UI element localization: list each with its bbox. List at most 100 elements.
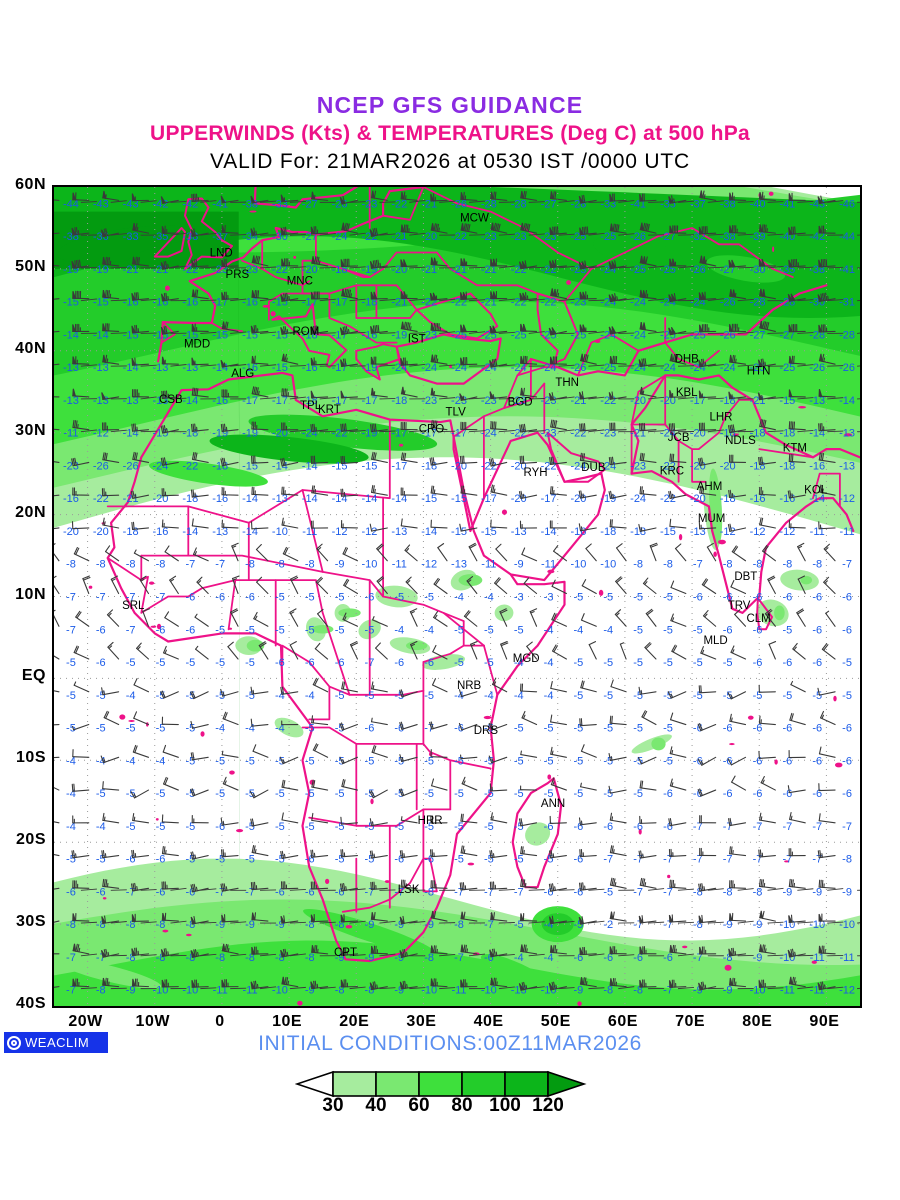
svg-text:-5: -5 (663, 592, 673, 604)
svg-text:-5: -5 (484, 657, 494, 669)
city-label-KRC: KRC (660, 465, 684, 477)
svg-text:-22: -22 (541, 297, 557, 309)
svg-text:-5: -5 (365, 854, 375, 866)
svg-text:-5: -5 (275, 624, 285, 636)
svg-text:-20: -20 (690, 493, 706, 505)
svg-text:-9: -9 (782, 886, 792, 898)
svg-text:-26: -26 (720, 297, 736, 309)
svg-text:-4: -4 (275, 690, 285, 702)
svg-text:-5: -5 (96, 723, 106, 735)
svg-text:-7: -7 (215, 886, 225, 898)
svg-text:-9: -9 (424, 919, 434, 931)
svg-text:-9: -9 (245, 919, 255, 931)
svg-text:-5: -5 (394, 690, 404, 702)
city-label-MDD: MDD (184, 339, 210, 351)
svg-text:-9: -9 (812, 886, 822, 898)
svg-text:-7: -7 (693, 952, 703, 964)
svg-text:-23: -23 (570, 297, 586, 309)
svg-text:-8: -8 (633, 559, 643, 571)
svg-text:-6: -6 (215, 592, 225, 604)
svg-text:-8: -8 (215, 952, 225, 964)
weather-map-plot[interactable]: -44 -43 -43 -42 -42 -41 -38 -33 -27 -26 -23 -22 -21 -… (52, 185, 862, 1008)
svg-text:-30: -30 (750, 264, 766, 276)
svg-text:-22: -22 (570, 428, 586, 440)
svg-text:-5: -5 (126, 657, 136, 669)
svg-text:-5: -5 (514, 854, 524, 866)
svg-text:-14: -14 (272, 460, 288, 472)
svg-text:-26: -26 (451, 198, 467, 210)
svg-text:-5: -5 (424, 821, 434, 833)
svg-text:-11: -11 (451, 985, 466, 997)
svg-text:-25: -25 (451, 329, 467, 341)
svg-text:-27: -27 (302, 198, 318, 210)
svg-text:-9: -9 (723, 985, 733, 997)
svg-text:-14: -14 (809, 428, 825, 440)
svg-text:-21: -21 (570, 395, 586, 407)
svg-text:-5: -5 (215, 854, 225, 866)
svg-text:-9: -9 (275, 919, 285, 931)
svg-text:-16: -16 (809, 460, 825, 472)
svg-text:-5: -5 (185, 657, 195, 669)
svg-text:-16: -16 (242, 297, 258, 309)
svg-text:-5: -5 (514, 788, 524, 800)
svg-text:-4: -4 (66, 788, 76, 800)
svg-text:-6: -6 (66, 886, 76, 898)
svg-text:-6: -6 (275, 886, 285, 898)
svg-text:-5: -5 (365, 624, 375, 636)
svg-text:-14: -14 (332, 493, 348, 505)
svg-text:-6: -6 (753, 592, 763, 604)
svg-text:-7: -7 (693, 559, 703, 571)
svg-text:-17: -17 (272, 395, 288, 407)
svg-text:-6: -6 (156, 886, 166, 898)
svg-text:-21: -21 (421, 198, 437, 210)
lon-tick-40E: 40E (473, 1013, 504, 1030)
svg-text:-27: -27 (750, 329, 766, 341)
svg-text:-5: -5 (365, 821, 375, 833)
svg-text:-25: -25 (511, 329, 527, 341)
svg-text:-42: -42 (809, 231, 825, 243)
svg-text:-11: -11 (392, 559, 407, 571)
svg-text:-23: -23 (481, 395, 497, 407)
svg-text:-5: -5 (215, 788, 225, 800)
svg-text:-5: -5 (603, 592, 613, 604)
svg-text:-18: -18 (361, 297, 377, 309)
svg-text:-21: -21 (451, 264, 467, 276)
svg-text:-3: -3 (514, 592, 524, 604)
svg-text:-20: -20 (302, 264, 318, 276)
svg-text:-7: -7 (633, 919, 643, 931)
svg-text:-8: -8 (305, 559, 315, 571)
svg-text:-9: -9 (394, 919, 404, 931)
svg-text:-5: -5 (484, 723, 494, 735)
svg-text:-10: -10 (182, 985, 198, 997)
svg-text:-7: -7 (753, 821, 763, 833)
svg-text:-24: -24 (153, 460, 169, 472)
svg-text:-7: -7 (812, 821, 822, 833)
city-label-CSB: CSB (159, 394, 183, 406)
svg-text:-16: -16 (123, 297, 139, 309)
svg-text:-5: -5 (633, 723, 643, 735)
city-label-CLM: CLM (746, 613, 770, 625)
svg-text:-8: -8 (335, 919, 345, 931)
svg-text:-5: -5 (633, 690, 643, 702)
svg-text:-8: -8 (185, 919, 195, 931)
svg-text:-9: -9 (365, 919, 375, 931)
svg-text:-13: -13 (93, 362, 109, 374)
svg-text:-6: -6 (424, 854, 434, 866)
svg-text:-13: -13 (690, 526, 706, 538)
svg-text:-5: -5 (275, 821, 285, 833)
svg-text:-18: -18 (779, 460, 795, 472)
svg-text:-5: -5 (603, 657, 613, 669)
lon-tick-80E: 80E (742, 1013, 773, 1030)
svg-text:-4: -4 (126, 690, 136, 702)
svg-text:-23: -23 (63, 460, 79, 472)
svg-text:-25: -25 (570, 231, 586, 243)
svg-text:-11: -11 (541, 559, 556, 571)
svg-text:-25: -25 (600, 231, 616, 243)
city-label-TRV: TRV (728, 600, 751, 612)
svg-text:-6: -6 (812, 788, 822, 800)
lat-tick-10N: 10N (15, 585, 46, 603)
svg-text:-7: -7 (454, 886, 464, 898)
svg-text:-19: -19 (212, 428, 228, 440)
svg-text:-6: -6 (782, 723, 792, 735)
svg-text:-6: -6 (753, 755, 763, 767)
